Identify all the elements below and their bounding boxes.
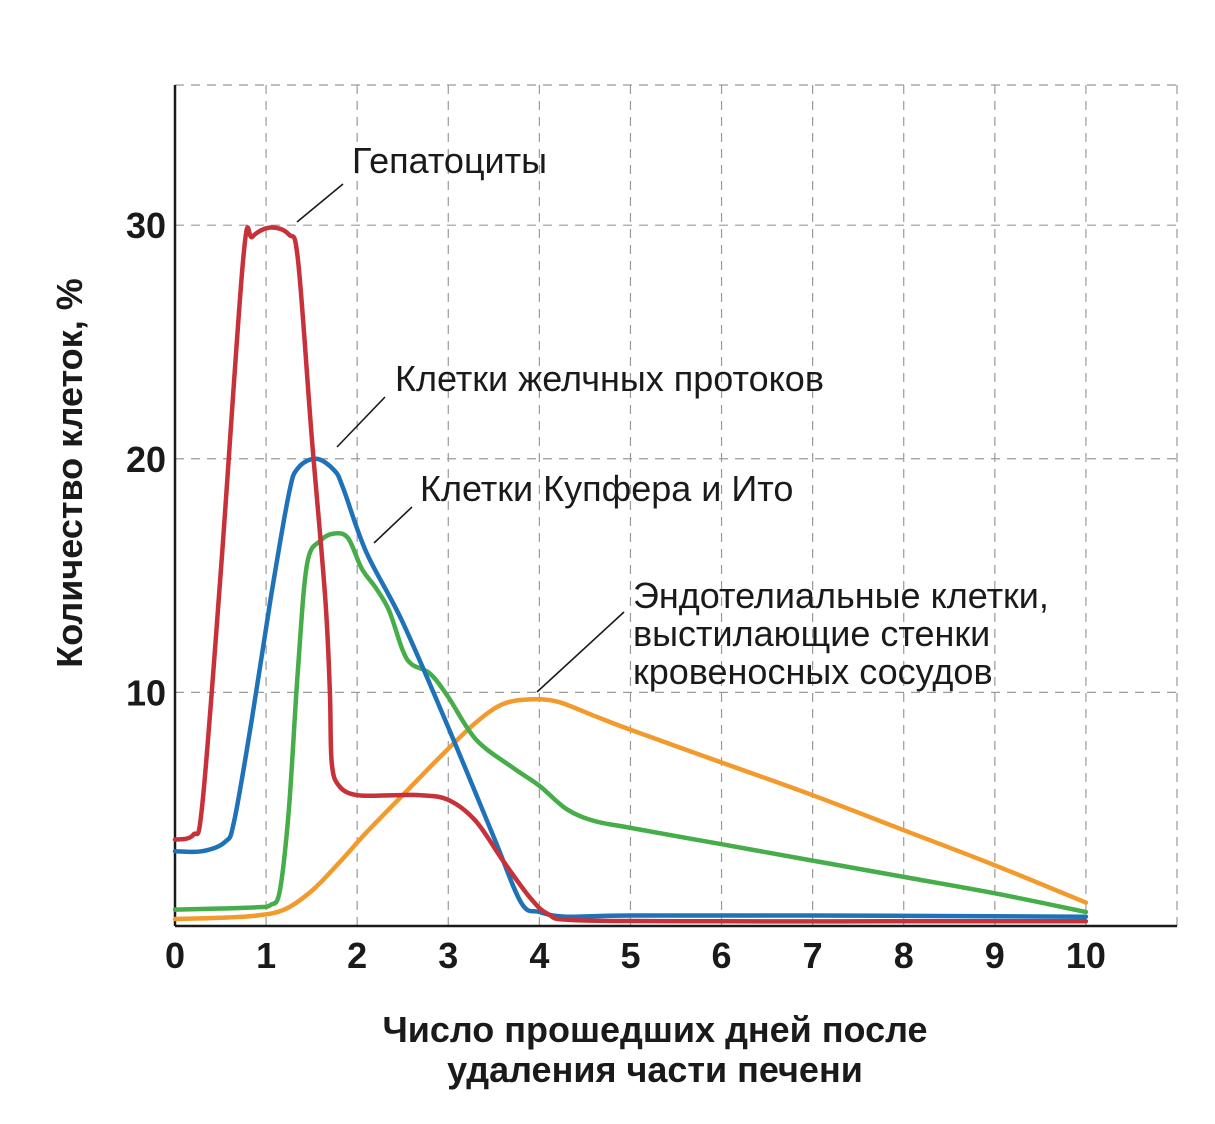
- y-tick-label: 20: [126, 439, 166, 480]
- x-tick-label: 9: [985, 935, 1005, 976]
- y-tick-label: 30: [126, 205, 166, 246]
- series-line-bile-duct-cells: [172, 456, 1089, 920]
- label-leader-lines: [296, 183, 625, 693]
- label-endothelial-cells: выстилающие стенки: [633, 613, 990, 654]
- x-tick-label: 8: [894, 935, 914, 976]
- series-labels: Гепатоциты Клетки желчных протоков Клетки …: [352, 140, 1049, 692]
- label-endothelial-cells-leader: [536, 611, 625, 693]
- label-hepatocytes: Гепатоциты: [352, 140, 547, 181]
- x-tick-labels: 0 1 2 3 4 5 6 7 8 9 10: [165, 935, 1106, 976]
- label-endothelial-cells: кровеносных сосудов: [633, 651, 993, 692]
- x-tick-label: 3: [438, 935, 458, 976]
- x-tick-label: 2: [347, 935, 367, 976]
- x-tick-label: 5: [620, 935, 640, 976]
- label-bile-duct-cells-leader: [336, 396, 386, 448]
- y-tick-label: 10: [126, 672, 166, 713]
- label-kupffer-ito-cells-leader: [373, 506, 413, 544]
- series-line-kupffer-ito-cells: [172, 531, 1089, 915]
- label-bile-duct-cells: Клетки желчных протоков: [395, 358, 824, 399]
- y-axis-title: Количество клеток, %: [49, 278, 90, 667]
- x-tick-label: 6: [712, 935, 732, 976]
- x-tick-label: 7: [803, 935, 823, 976]
- label-hepatocytes-leader: [296, 183, 344, 223]
- x-tick-label: 10: [1066, 935, 1106, 976]
- x-axis-title-line-2: удаления части печени: [447, 1049, 863, 1090]
- x-axis-title-line-1: Число прошедших дней после: [382, 1009, 927, 1050]
- series-line-hepatocytes: [172, 225, 1089, 924]
- x-tick-label: 4: [529, 935, 549, 976]
- label-kupffer-ito-cells: Клетки Купфера и Ито: [420, 468, 793, 509]
- axes: [173, 85, 1177, 928]
- x-tick-label: 0: [165, 935, 185, 976]
- y-tick-labels: 10 20 30: [126, 205, 166, 713]
- grid: [175, 84, 1178, 926]
- label-endothelial-cells: Эндотелиальные клетки,: [633, 575, 1049, 616]
- x-tick-label: 1: [256, 935, 276, 976]
- series-line-endothelial-cells: [172, 696, 1089, 922]
- series-lines: [172, 225, 1089, 924]
